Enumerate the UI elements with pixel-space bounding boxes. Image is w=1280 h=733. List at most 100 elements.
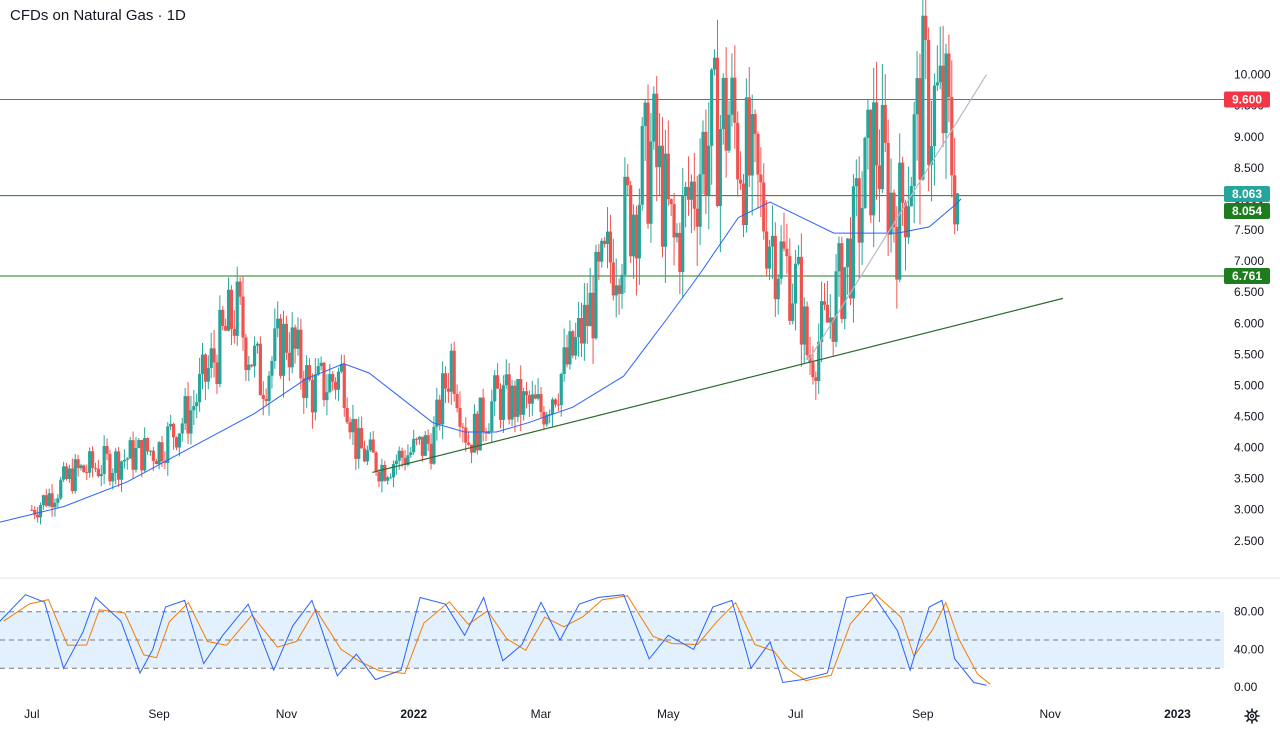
candle-body [360, 428, 364, 449]
candle-body [924, 15, 928, 41]
candle [617, 278, 621, 315]
candle-body [542, 411, 546, 425]
candle-body [119, 461, 124, 480]
candle [788, 238, 792, 325]
candle-body [516, 378, 520, 417]
candle-body [310, 379, 315, 413]
candle-body [452, 350, 456, 395]
candle [935, 45, 939, 92]
candle [924, 0, 928, 80]
candle [623, 157, 627, 294]
candle [877, 129, 882, 223]
candle-body [617, 285, 621, 294]
candle-body [880, 104, 884, 190]
candle-body [490, 401, 494, 432]
candle-body [432, 426, 436, 464]
candle [145, 437, 150, 455]
candle [137, 437, 141, 449]
candle [258, 336, 262, 396]
candle-body [588, 292, 592, 327]
candle [44, 488, 48, 508]
candle [221, 306, 225, 331]
candle-body [102, 446, 106, 475]
candle [695, 175, 699, 266]
candle-body [611, 262, 615, 296]
candle [475, 411, 479, 455]
candle [886, 119, 890, 257]
candle [652, 86, 656, 150]
candle-body [435, 399, 439, 427]
candle-body [305, 365, 309, 398]
candle [53, 498, 57, 517]
candle [814, 371, 818, 400]
candle-body [296, 329, 300, 349]
candle-body [157, 442, 161, 465]
candle [698, 138, 702, 246]
candle-body [215, 362, 219, 384]
candle [270, 356, 274, 389]
candle-body [779, 241, 783, 279]
candle-body [420, 436, 424, 456]
candle [267, 371, 271, 416]
candle [793, 249, 798, 331]
candle-body [912, 114, 916, 187]
candle-body [892, 192, 896, 227]
candle-body [429, 443, 433, 464]
candle-body [345, 408, 349, 423]
candle [776, 273, 780, 315]
candle-body [388, 477, 393, 479]
candle-body [727, 114, 731, 151]
candle-body [221, 309, 225, 326]
candle-body [166, 426, 170, 463]
stochastic-k-line [0, 592, 987, 686]
candle [898, 133, 902, 283]
candle-body [843, 267, 847, 319]
candle-body [203, 354, 208, 382]
candle-body [655, 93, 659, 168]
candle-body [796, 256, 801, 264]
candle-body [941, 65, 945, 134]
candle [675, 223, 679, 243]
candle-body [438, 399, 442, 425]
candle [241, 275, 245, 351]
candle [305, 355, 309, 408]
candle [339, 354, 343, 374]
candle-body [562, 347, 566, 375]
candle [383, 460, 387, 482]
candle-body [307, 365, 312, 380]
candle-body [510, 385, 514, 420]
candle-body [669, 199, 673, 205]
candle [874, 61, 879, 200]
candle-body [481, 397, 485, 433]
settings-gear-icon[interactable] [1244, 708, 1260, 724]
candle-body [36, 514, 40, 518]
candle-body [313, 374, 317, 413]
candle [212, 330, 216, 378]
candle-body [782, 241, 786, 249]
candle [331, 371, 335, 391]
candle-body [568, 331, 572, 365]
candle-body [391, 464, 396, 478]
candle [264, 388, 268, 407]
candle [302, 370, 306, 414]
candle-body [50, 493, 54, 508]
x-tick-label: Jul [788, 707, 803, 721]
candle-body [498, 388, 503, 420]
candle [753, 109, 757, 163]
candle-body [918, 78, 922, 180]
candle [351, 404, 355, 446]
candle [443, 366, 448, 404]
candle-body [631, 214, 636, 257]
candle-body [247, 364, 251, 371]
candle [727, 100, 731, 153]
candle [851, 174, 856, 323]
candle [883, 74, 887, 152]
candle [649, 112, 653, 243]
candle-body [932, 85, 937, 147]
candle [837, 236, 841, 297]
candle-body [591, 292, 595, 339]
candle [860, 171, 864, 266]
candle [232, 310, 236, 344]
candle [88, 447, 92, 478]
